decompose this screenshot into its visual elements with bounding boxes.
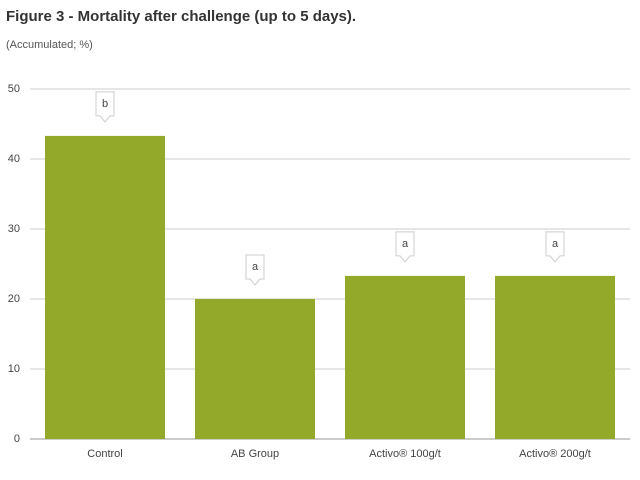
x-tick-label: Control [87,448,122,460]
bar [495,275,615,439]
bar [345,275,465,439]
annotation-callout [395,231,415,263]
chart-subtitle: (Accumulated; %) [6,39,93,51]
x-tick-label: Activo® 100g/t [369,448,441,460]
annotation: a [252,261,259,273]
bar [45,135,165,439]
annotation-callout [545,231,565,263]
y-tick-label: 10 [8,363,20,375]
annotation: a [402,238,409,250]
annotation: a [552,238,559,250]
y-tick-label: 30 [8,223,20,235]
bar [195,299,315,439]
y-tick-label: 50 [8,83,20,95]
chart-title: Figure 3 - Mortality after challenge (up… [6,8,356,25]
annotation-callout [95,91,115,123]
y-tick-label: 0 [14,433,20,445]
annotation-callout [245,254,265,286]
x-tick-label: Activo® 200g/t [519,448,591,460]
y-tick-label: 20 [8,293,20,305]
x-tick-label: AB Group [231,448,279,460]
y-tick-label: 40 [8,153,20,165]
annotation: b [102,98,108,110]
